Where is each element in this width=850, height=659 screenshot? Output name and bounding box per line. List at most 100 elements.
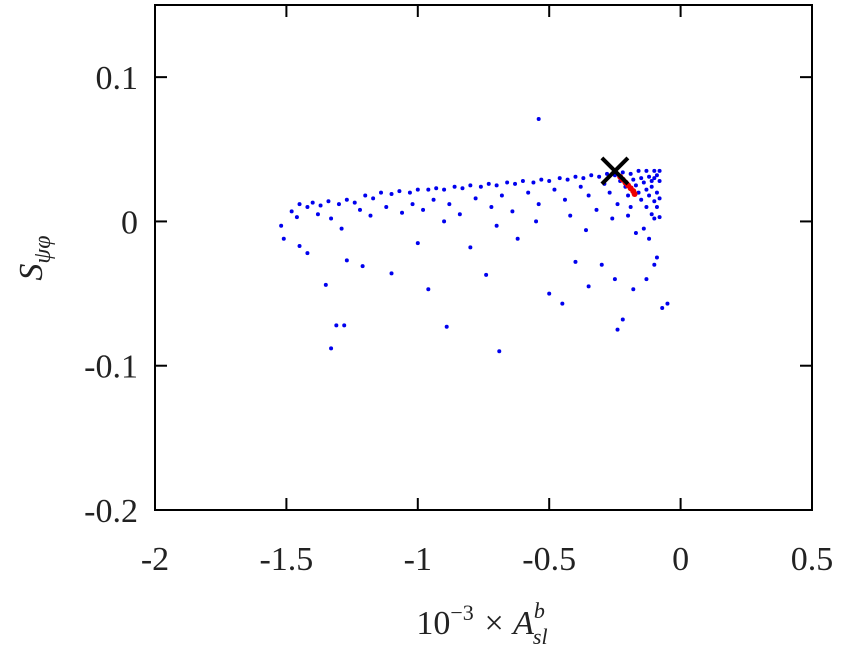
plot-frame — [154, 4, 813, 511]
point — [426, 287, 431, 292]
x-label-part: sl — [533, 624, 548, 649]
point — [442, 219, 447, 224]
point — [631, 287, 636, 292]
point — [573, 259, 578, 264]
x-label-part: b — [534, 598, 545, 623]
point — [652, 199, 657, 204]
point — [583, 228, 588, 233]
x-tick-label: 0.5 — [791, 541, 834, 578]
point — [534, 219, 539, 224]
point — [371, 196, 376, 201]
point — [531, 180, 536, 185]
point — [641, 180, 646, 185]
point — [597, 174, 602, 179]
point — [389, 271, 394, 276]
point — [410, 202, 415, 207]
point — [615, 202, 620, 207]
point — [552, 187, 557, 192]
point — [363, 193, 368, 198]
y-tick-label: -0.2 — [84, 493, 138, 530]
point — [510, 209, 515, 214]
point — [344, 197, 349, 202]
point — [342, 323, 347, 328]
point — [652, 176, 657, 181]
point — [660, 306, 665, 310]
point — [444, 324, 449, 329]
point — [536, 202, 541, 207]
y-label-part: S — [13, 264, 50, 281]
point — [615, 327, 620, 332]
x-axis-label: 10−3 × Ab sl — [416, 598, 547, 649]
point — [610, 216, 615, 221]
point — [478, 184, 483, 189]
point — [494, 183, 499, 188]
point — [652, 168, 657, 173]
point — [457, 212, 462, 217]
point — [628, 205, 633, 209]
point — [434, 186, 439, 191]
x-tick-label: 0 — [672, 541, 689, 578]
point — [468, 245, 473, 250]
point — [626, 213, 631, 218]
point — [442, 187, 447, 192]
point — [315, 212, 320, 217]
point — [628, 171, 633, 176]
point — [421, 207, 426, 212]
x-label-part: × A — [474, 605, 534, 642]
point — [536, 116, 541, 121]
point — [344, 258, 349, 263]
point — [654, 255, 659, 260]
point — [289, 209, 294, 214]
point — [426, 187, 431, 192]
point — [368, 213, 373, 218]
point — [605, 171, 610, 176]
point — [631, 191, 638, 198]
point — [505, 180, 510, 185]
point — [620, 170, 625, 175]
point — [486, 181, 491, 186]
point — [573, 174, 578, 179]
point — [636, 168, 641, 173]
point — [557, 176, 562, 181]
point — [652, 262, 657, 267]
y-axis-label: Sψφ — [13, 235, 56, 280]
point — [578, 184, 583, 189]
point — [594, 207, 599, 212]
point — [657, 196, 662, 201]
point — [326, 199, 331, 204]
point — [657, 215, 662, 220]
y-tick-label: -0.1 — [84, 349, 138, 386]
point — [281, 236, 286, 241]
point — [589, 173, 594, 178]
point — [294, 215, 299, 220]
point — [633, 230, 638, 235]
point — [654, 205, 659, 209]
point — [581, 176, 586, 181]
y-tick-label: 0.1 — [96, 60, 139, 97]
point — [647, 193, 652, 198]
point — [520, 179, 525, 184]
point — [607, 190, 612, 195]
point — [649, 184, 654, 189]
point — [489, 205, 494, 209]
x-tick-label: -1 — [404, 541, 432, 578]
point — [631, 177, 636, 182]
point — [415, 241, 420, 246]
point — [547, 179, 552, 184]
point — [654, 173, 659, 178]
point — [484, 272, 489, 277]
x-label-part: −3 — [450, 600, 473, 625]
x-label-part: 10 — [416, 605, 450, 642]
point — [497, 349, 502, 354]
point — [649, 212, 654, 217]
point — [560, 301, 565, 306]
point — [389, 192, 394, 197]
point — [647, 174, 652, 179]
point — [336, 202, 341, 207]
point — [379, 190, 384, 195]
point — [657, 168, 662, 173]
point — [568, 213, 573, 218]
point — [329, 216, 334, 221]
point — [586, 284, 591, 289]
point — [400, 210, 405, 215]
